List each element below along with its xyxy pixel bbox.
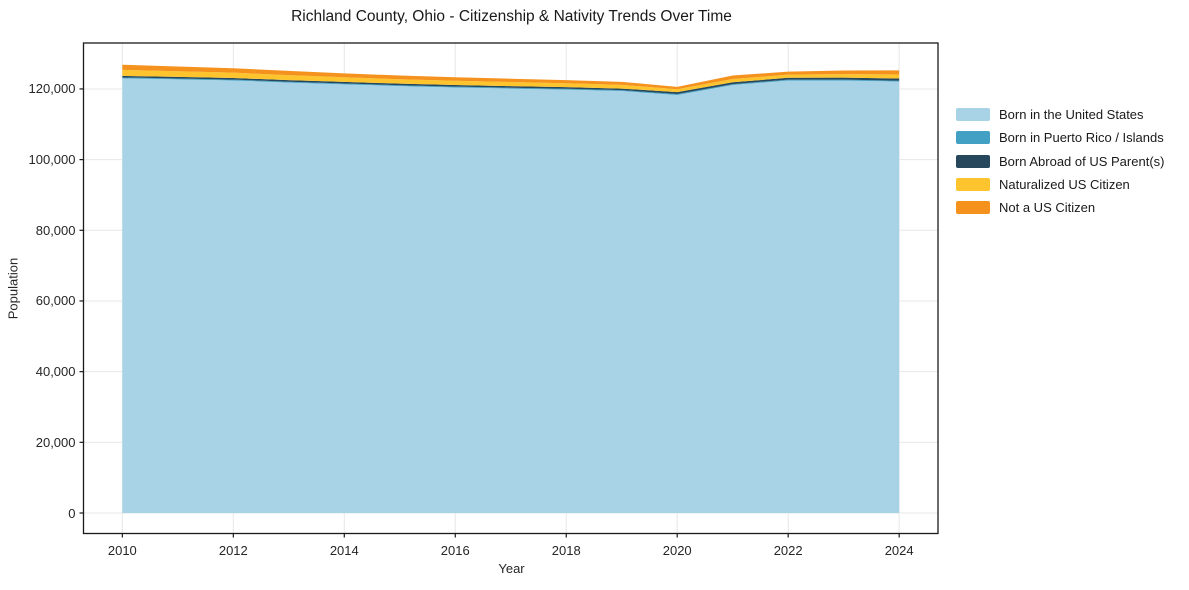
legend-swatch-icon (956, 108, 990, 122)
x-tick-label: 2016 (440, 542, 470, 558)
legend-label: Born in Puerto Rico / Islands (999, 130, 1164, 146)
legend-item: Born Abroad of US Parent(s) (956, 150, 1164, 173)
area-born-in-puerto-rico-islands (122, 77, 900, 95)
legend-item: Born in Puerto Rico / Islands (956, 126, 1164, 149)
legend-label: Born Abroad of US Parent(s) (999, 153, 1165, 169)
x-tick-label: 2012 (218, 542, 248, 558)
x-tick-label: 2010 (107, 542, 137, 558)
legend-item: Naturalized US Citizen (956, 173, 1164, 196)
y-tick-label: 0 (68, 505, 76, 521)
area-born-in-the-united-states (122, 78, 900, 513)
legend-label: Naturalized US Citizen (999, 177, 1130, 193)
axes-border (82, 42, 939, 535)
legend-swatch-icon (956, 178, 990, 192)
area-not-a-us-citizen (122, 64, 900, 90)
y-tick-label: 40,000 (35, 364, 76, 380)
y-axis-label: Population (5, 257, 21, 320)
x-axis-label: Year (498, 561, 525, 576)
legend-label: Born in the United States (999, 107, 1144, 123)
x-tick-label: 2022 (773, 542, 803, 558)
y-tick-label: 120,000 (28, 81, 76, 97)
x-tick-label: 2018 (551, 542, 581, 558)
legend-item: Not a US Citizen (956, 196, 1164, 219)
y-tick-label: 60,000 (35, 293, 76, 309)
x-tick-label: 2020 (662, 542, 692, 558)
legend-swatch-icon (956, 201, 990, 215)
legend-label: Not a US Citizen (999, 200, 1096, 216)
y-tick-label: 80,000 (35, 222, 76, 238)
y-tick-label: 100,000 (28, 152, 76, 168)
area-naturalized-us-citizen (122, 69, 900, 93)
legend-swatch-icon (956, 154, 990, 168)
x-tick-label: 2024 (884, 542, 914, 558)
legend: Born in the United States Born in Puerto … (956, 103, 1164, 219)
chart-title: Richland County, Ohio - Citizenship & Na… (291, 8, 732, 25)
legend-swatch-icon (956, 131, 990, 145)
x-tick-label: 2014 (329, 542, 359, 558)
area-born-abroad-of-us-parent-s- (122, 75, 900, 95)
legend-item: Born in the United States (956, 103, 1164, 126)
y-tick-label: 20,000 (35, 434, 76, 450)
